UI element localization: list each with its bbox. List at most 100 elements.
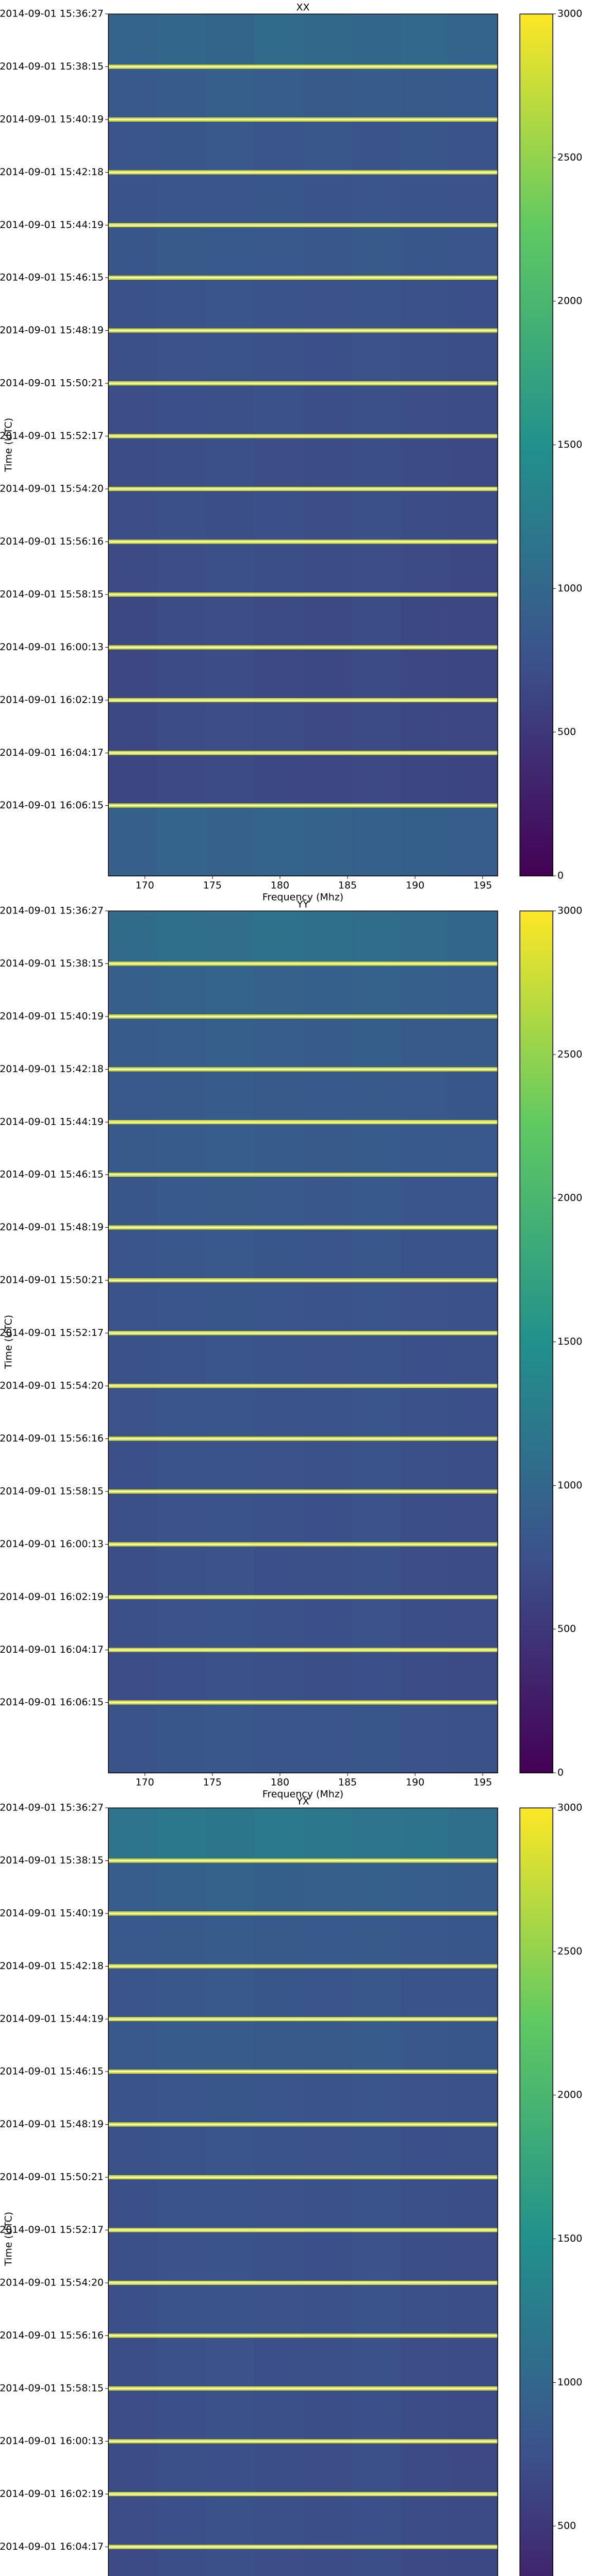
heatmap-cell: [157, 1966, 206, 2020]
heatmap-cell: [351, 1808, 401, 1861]
heatmap-cell: [108, 1808, 157, 1861]
heatmap-cell: [254, 1702, 303, 1773]
heatmap-cell: [303, 225, 352, 278]
heatmap-cell: [205, 436, 255, 489]
heatmap-cell: [449, 2283, 498, 2336]
heatmap-cell: [351, 2230, 401, 2283]
heatmap-cell: [303, 1016, 352, 1070]
colorbar-tick-label: 2000: [557, 295, 582, 307]
flag-stripe-core: [108, 330, 498, 331]
heatmap-cell: [254, 225, 303, 278]
heatmap-cell: [303, 2019, 352, 2072]
heatmap-cell: [400, 2230, 450, 2283]
heatmap-cell: [157, 1016, 206, 1070]
heatmap-cell: [108, 1650, 157, 1703]
x-tick-label: 190: [406, 1777, 424, 1788]
y-tick-label: 2014-09-01 15:56:16: [0, 1433, 104, 1444]
heatmap-cell: [400, 647, 450, 701]
heatmap-cell: [157, 1808, 206, 1861]
x-tick-label: 175: [203, 880, 222, 891]
heatmap-cell: [205, 1438, 255, 1492]
y-tick-label: 2014-09-01 15:44:19: [0, 1116, 104, 1127]
heatmap-cell: [108, 805, 157, 876]
heatmap-cell: [303, 1966, 352, 2020]
heatmap-cell: [400, 1069, 450, 1123]
heatmap-cell: [205, 14, 255, 67]
heatmap-cell: [303, 1069, 352, 1123]
heatmap-cell: [400, 2283, 450, 2336]
heatmap-cell: [449, 66, 498, 120]
heatmap-cell: [108, 172, 157, 226]
heatmap-cell: [351, 2124, 401, 2178]
heatmap-cell: [108, 2335, 157, 2389]
flag-stripe-core: [108, 1596, 498, 1598]
heatmap-cell: [351, 1280, 401, 1334]
y-tick-label: 2014-09-01 16:06:15: [0, 800, 104, 811]
heatmap-cell: [108, 753, 157, 806]
heatmap-cell: [108, 1913, 157, 1967]
heatmap-cell: [400, 2441, 450, 2495]
heatmap-cell: [205, 225, 255, 278]
heatmap-cell: [108, 2494, 157, 2547]
flag-stripe-core: [108, 2282, 498, 2284]
heatmap-cell: [351, 489, 401, 542]
y-tick-label: 2014-09-01 15:40:19: [0, 1907, 104, 1919]
heatmap-cell: [254, 1913, 303, 1967]
heatmap-cell: [157, 2335, 206, 2389]
plot-frame: [108, 13, 498, 876]
heatmap-cell: [351, 1122, 401, 1175]
heatmap-cell: [108, 383, 157, 437]
colorbar-tick-label: 1500: [557, 439, 582, 450]
heatmap-cell: [205, 1808, 255, 1861]
heatmap-cell: [351, 963, 401, 1017]
y-tick-label: 2014-09-01 15:42:18: [0, 1960, 104, 1972]
heatmap-cell: [351, 1227, 401, 1281]
heatmap-cell: [157, 911, 206, 964]
heatmap-cell: [254, 594, 303, 648]
heatmap-cell: [303, 2335, 352, 2389]
heatmap-cell: [449, 172, 498, 226]
heatmap-cell: [254, 489, 303, 542]
heatmap-cell: [205, 647, 255, 701]
heatmap-cell: [205, 1544, 255, 1598]
heatmap-cell: [205, 1069, 255, 1123]
heatmap-cell: [303, 1860, 352, 1914]
flag-stripe-core: [108, 1174, 498, 1176]
heatmap-cell: [303, 2283, 352, 2336]
heatmap-cell: [205, 911, 255, 964]
heatmap-cell: [303, 2441, 352, 2495]
heatmap-cell: [205, 753, 255, 806]
flag-stripe-core: [108, 2493, 498, 2495]
y-tick-label: 2014-09-01 16:04:17: [0, 747, 104, 758]
heatmap-cell: [449, 2494, 498, 2547]
heatmap-cell: [400, 1491, 450, 1545]
flag-stripe-core: [108, 1438, 498, 1439]
flag-stripe-core: [108, 1649, 498, 1651]
heatmap-cell: [254, 436, 303, 489]
flag-stripe-core: [108, 118, 498, 120]
y-axis-label: Time (UTC): [3, 2212, 14, 2266]
heatmap-cell: [351, 700, 401, 753]
y-tick-label: 2014-09-01 16:06:15: [0, 1697, 104, 1708]
heatmap-cell: [108, 1544, 157, 1598]
heatmap-cell: [157, 14, 206, 67]
y-tick-label: 2014-09-01 15:52:17: [0, 2224, 104, 2235]
heatmap-cell: [108, 1175, 157, 1228]
heatmap-cell: [351, 1175, 401, 1228]
heatmap-cell: [400, 2072, 450, 2125]
x-tick-label: 180: [271, 880, 289, 891]
heatmap-cell: [157, 2547, 206, 2576]
heatmap-cell: [449, 1227, 498, 1281]
heatmap-cell: [303, 753, 352, 806]
heatmap-cell: [303, 594, 352, 648]
heatmap-cell: [449, 1333, 498, 1386]
y-tick-label: 2014-09-01 15:44:19: [0, 219, 104, 230]
heatmap-cell: [254, 1650, 303, 1703]
colorbar-tick-label: 2000: [557, 2089, 582, 2100]
heatmap-cell: [449, 2072, 498, 2125]
heatmap-cell: [449, 1544, 498, 1598]
heatmap-cell: [205, 2494, 255, 2547]
heatmap-cell: [254, 1860, 303, 1914]
heatmap-cell: [254, 1597, 303, 1650]
heatmap-cell: [108, 1069, 157, 1123]
